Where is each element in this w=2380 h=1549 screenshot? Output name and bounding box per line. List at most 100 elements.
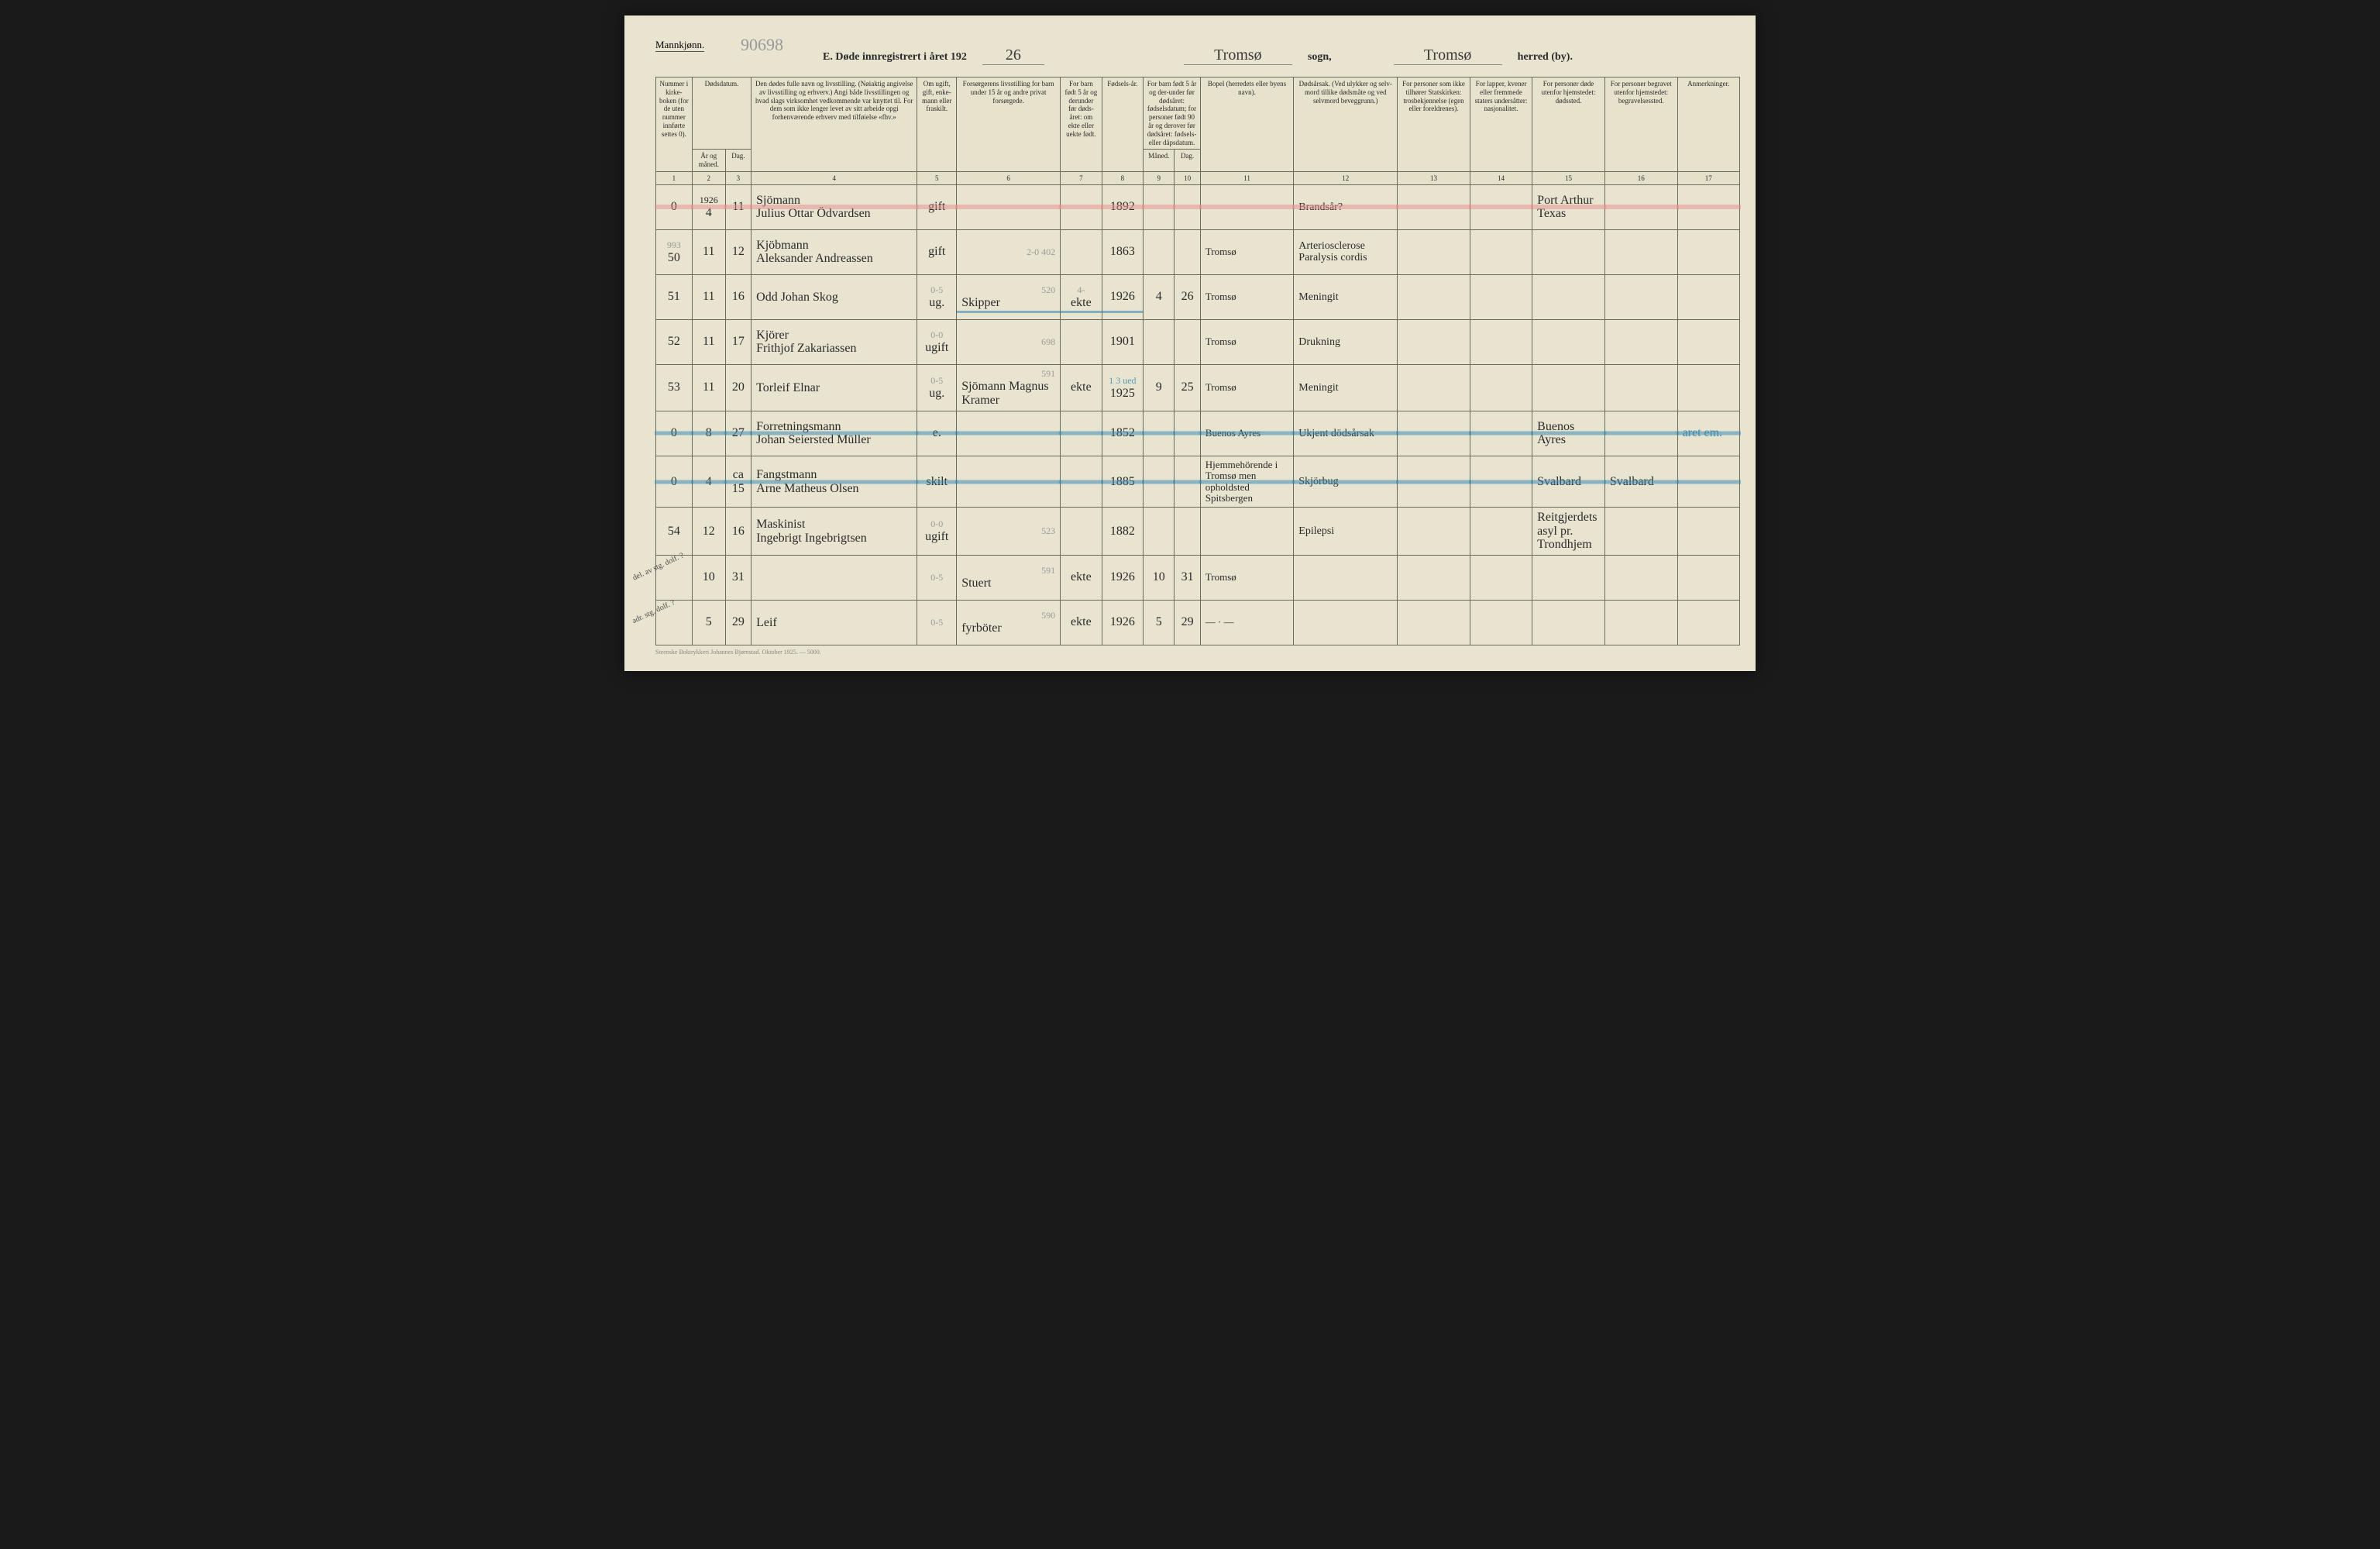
- provider-cell: [957, 456, 1061, 507]
- title-row: E. Døde innregistrert i året 192 26 Trom…: [655, 46, 1740, 65]
- birth-day-cell: 25: [1175, 364, 1200, 411]
- birth-cell: 1926: [1102, 600, 1144, 645]
- status-cell: 0-5ug.: [917, 364, 957, 411]
- status-cell: gift: [917, 229, 957, 274]
- column-number: 15: [1532, 171, 1605, 184]
- ekte-cell: [1061, 456, 1102, 507]
- status-cell: 0-5: [917, 600, 957, 645]
- burial-cell: [1604, 600, 1677, 645]
- col-11: Bopel (herredets eller byens navn).: [1200, 77, 1293, 172]
- ekte-cell: [1061, 319, 1102, 364]
- provider-cell: 523: [957, 508, 1061, 556]
- day-cell: 16: [725, 274, 751, 319]
- herred-label: herred (by).: [1518, 51, 1573, 64]
- column-number: 7: [1061, 171, 1102, 184]
- provider-cell: 698: [957, 319, 1061, 364]
- table-row: 531120Torleif Elnar0-5ug.591Sjömann Magn…: [656, 364, 1740, 411]
- column-number: 9: [1144, 171, 1175, 184]
- row-number-cell: 0: [656, 184, 693, 229]
- provider-cell: 591Sjömann Magnus Kramer: [957, 364, 1061, 411]
- deathplace-cell: Reitgjerdetsasyl pr. Trondhjem: [1532, 508, 1605, 556]
- month-cell: 8: [692, 411, 725, 456]
- row-number-cell: 0: [656, 411, 693, 456]
- birth-day-cell: [1175, 319, 1200, 364]
- col-13: For personer som ikke tilhører Statskirk…: [1398, 77, 1470, 172]
- table-row: 993501112KjöbmannAleksander Andreassengi…: [656, 229, 1740, 274]
- day-cell: 31: [725, 555, 751, 600]
- birth-month-cell: [1144, 508, 1175, 556]
- col-10: Dag.: [1175, 150, 1200, 172]
- deathplace-cell: [1532, 274, 1605, 319]
- row-number-cell: 54: [656, 508, 693, 556]
- col-16: For personer begravet utenfor hjemstedet…: [1604, 77, 1677, 172]
- ekte-cell: [1061, 411, 1102, 456]
- month-cell: 11: [692, 364, 725, 411]
- deathplace-cell: Svalbard: [1532, 456, 1605, 507]
- cause-cell: [1294, 600, 1398, 645]
- title-prefix: E. Døde innregistrert i året 192: [823, 51, 967, 64]
- col-9-10: For barn født 5 år og der-under før døds…: [1144, 77, 1201, 150]
- row-number-cell: 53: [656, 364, 693, 411]
- burial-cell: Svalbard: [1604, 456, 1677, 507]
- row-number-cell: 52: [656, 319, 693, 364]
- ekte-cell: 4-ekte: [1061, 274, 1102, 319]
- ekte-cell: [1061, 229, 1102, 274]
- deathplace-cell: [1532, 555, 1605, 600]
- residence-cell: Tromsø: [1200, 555, 1293, 600]
- provider-cell: 590fyrböter: [957, 600, 1061, 645]
- burial-cell: [1604, 229, 1677, 274]
- burial-cell: [1604, 274, 1677, 319]
- column-number-row: 1234567891011121314151617: [656, 171, 1740, 184]
- provider-cell: [957, 184, 1061, 229]
- remarks-cell: [1677, 555, 1739, 600]
- register-page: Mannkjønn. 90698 E. Døde innregistrert i…: [624, 15, 1756, 671]
- cause-cell: Brandsår?: [1294, 184, 1398, 229]
- faith-cell: [1398, 184, 1470, 229]
- birth-cell: 1901: [1102, 319, 1144, 364]
- birth-day-cell: 29: [1175, 600, 1200, 645]
- birth-day-cell: [1175, 456, 1200, 507]
- birth-month-cell: [1144, 184, 1175, 229]
- residence-cell: Buenos Ayres: [1200, 411, 1293, 456]
- nationality-cell: [1470, 600, 1532, 645]
- status-cell: e.: [917, 411, 957, 456]
- remarks-cell: aret em.: [1677, 411, 1739, 456]
- col-17: Anmerkninger.: [1677, 77, 1739, 172]
- birth-month-cell: [1144, 319, 1175, 364]
- remarks-cell: [1677, 456, 1739, 507]
- day-cell: 29: [725, 600, 751, 645]
- name-cell: MaskinistIngebrigt Ingebrigtsen: [751, 508, 917, 556]
- col-7: For barn født 5 år og derunder før døds-…: [1061, 77, 1102, 172]
- burial-cell: [1604, 555, 1677, 600]
- name-cell: Odd Johan Skog: [751, 274, 917, 319]
- faith-cell: [1398, 555, 1470, 600]
- birth-month-cell: [1144, 456, 1175, 507]
- cause-cell: Drukning: [1294, 319, 1398, 364]
- deathplace-cell: BuenosAyres: [1532, 411, 1605, 456]
- name-cell: KjöbmannAleksander Andreassen: [751, 229, 917, 274]
- birth-month-cell: 4: [1144, 274, 1175, 319]
- faith-cell: [1398, 508, 1470, 556]
- table-row: 511116Odd Johan Skog0-5ug.520Skipper4-ek…: [656, 274, 1740, 319]
- name-cell: FangstmannArne Matheus Olsen: [751, 456, 917, 507]
- col-2: År og måned.: [692, 150, 725, 172]
- cause-cell: Epilepsi: [1294, 508, 1398, 556]
- birth-month-cell: [1144, 411, 1175, 456]
- status-cell: 0-0ugift: [917, 508, 957, 556]
- col-3: Dag.: [725, 150, 751, 172]
- month-cell: 12: [692, 508, 725, 556]
- status-cell: 0-5ug.: [917, 274, 957, 319]
- nationality-cell: [1470, 274, 1532, 319]
- printer-footer: Steenske Boktrykkeri Johannes Bjørnstad.…: [655, 649, 1740, 656]
- burial-cell: [1604, 364, 1677, 411]
- birth-day-cell: [1175, 229, 1200, 274]
- burial-cell: [1604, 184, 1677, 229]
- table-row: 04ca 15FangstmannArne Matheus Olsenskilt…: [656, 456, 1740, 507]
- remarks-cell: [1677, 229, 1739, 274]
- faith-cell: [1398, 319, 1470, 364]
- residence-cell: Tromsø: [1200, 229, 1293, 274]
- cause-cell: Skjörbug: [1294, 456, 1398, 507]
- residence-cell: [1200, 508, 1293, 556]
- col-5: Om ugift, gift, enke-mann eller fraskilt…: [917, 77, 957, 172]
- residence-cell: Hjemmehörende i Tromsø men opholdsted Sp…: [1200, 456, 1293, 507]
